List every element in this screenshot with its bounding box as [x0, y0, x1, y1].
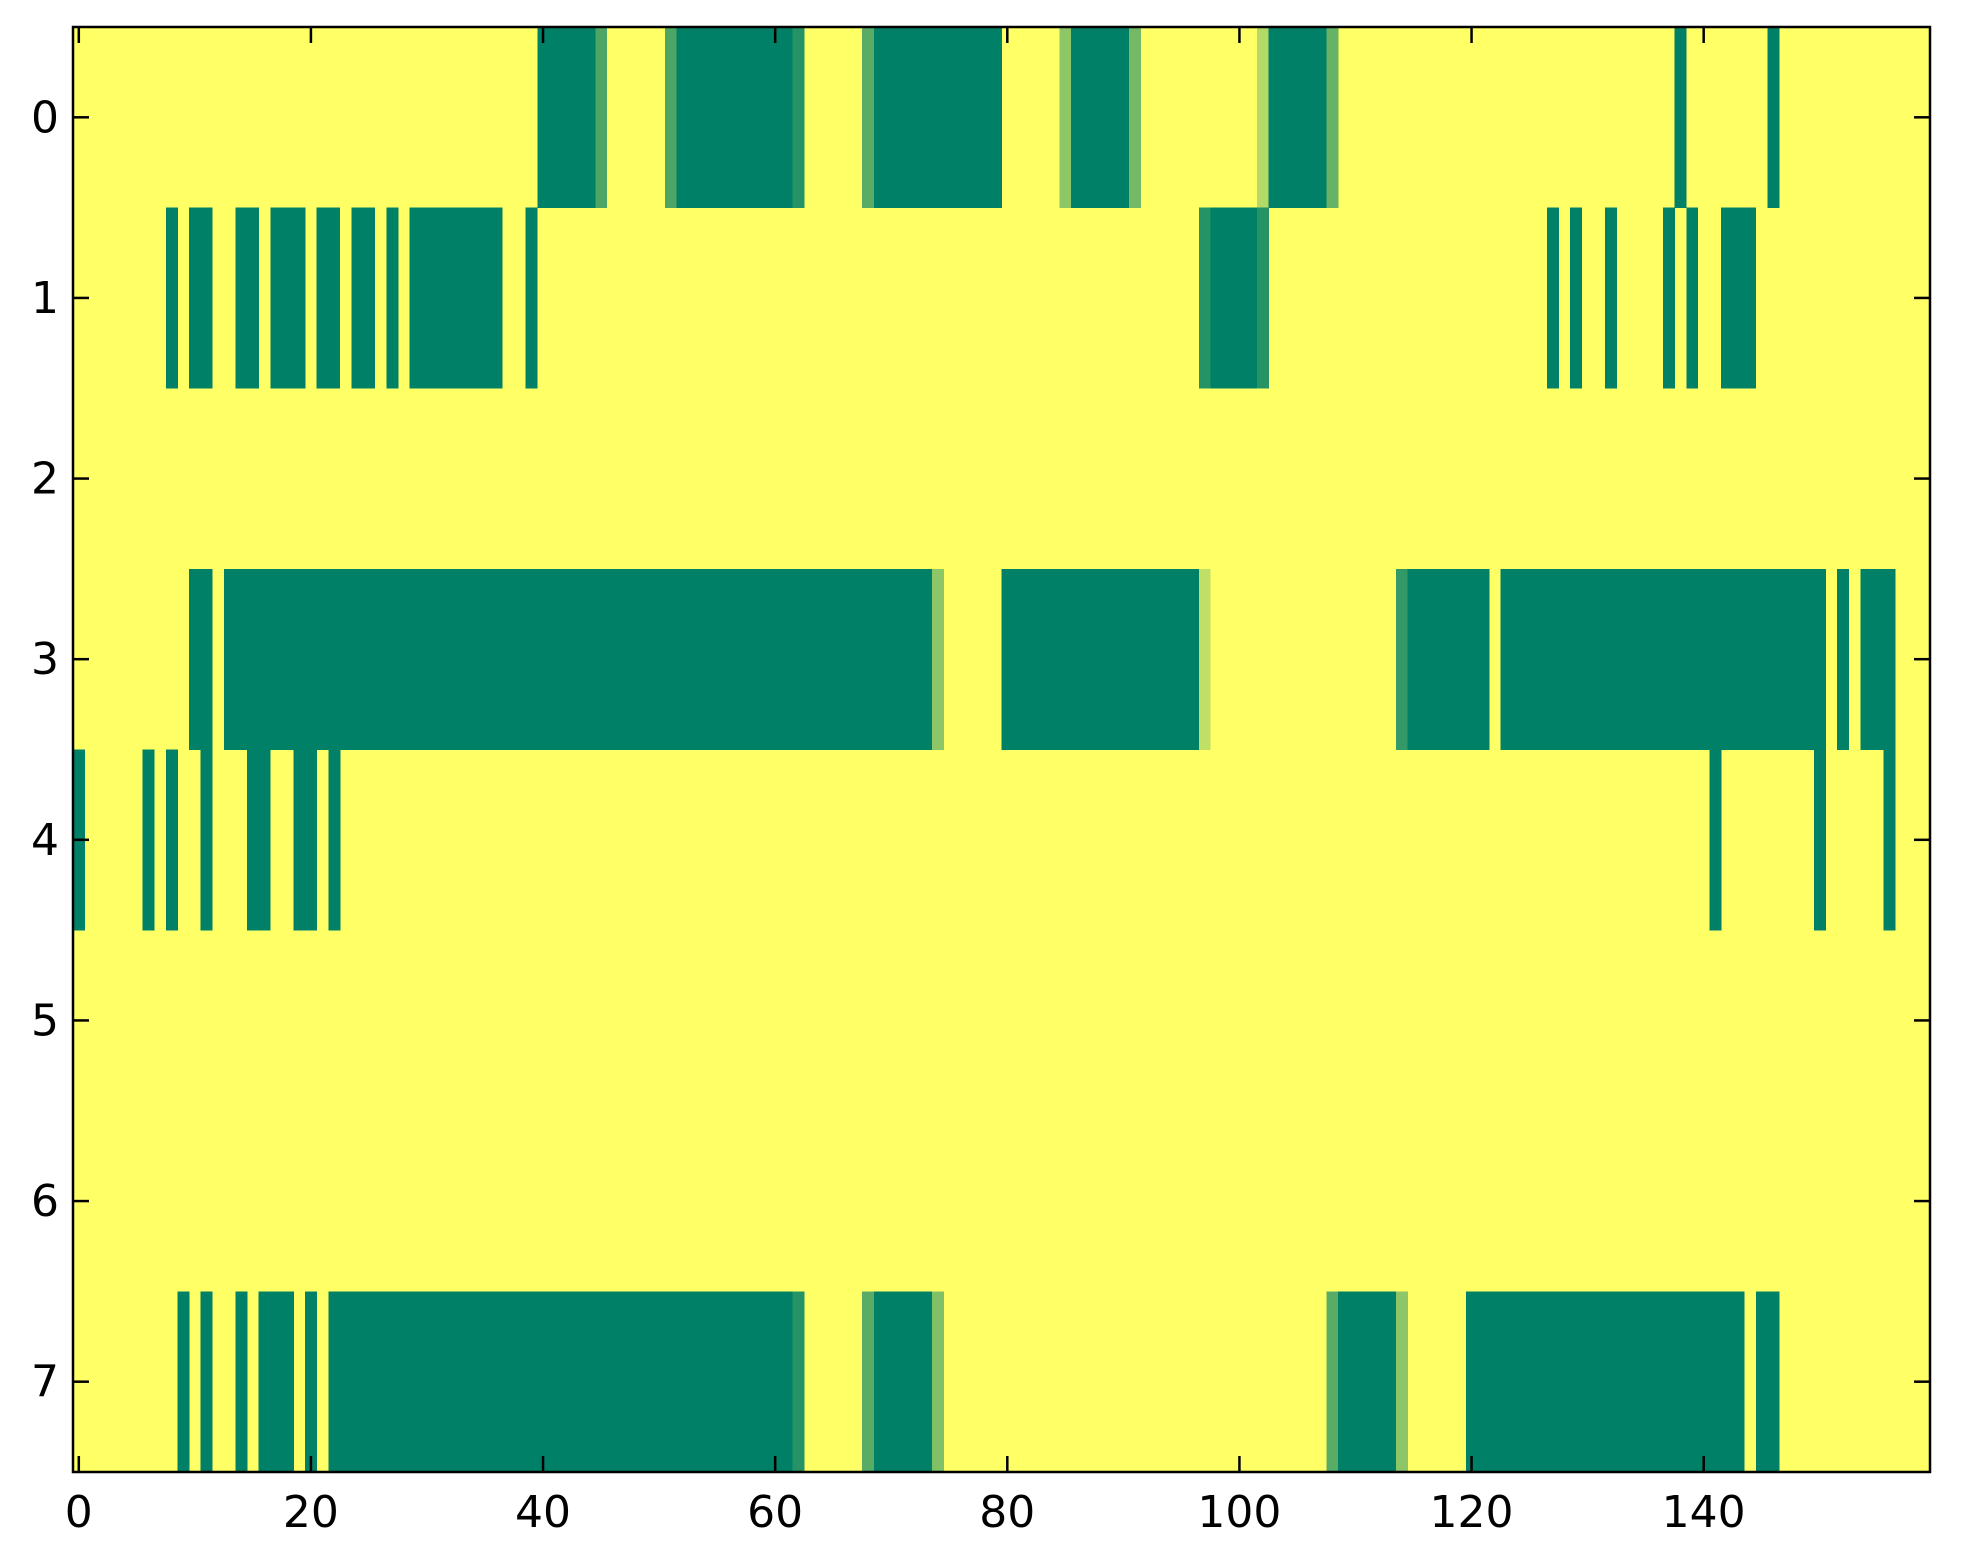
x-tick-label: 20: [283, 1487, 339, 1538]
heatmap-cell-row-3: [1500, 568, 1826, 750]
heatmap-cell-row-7: [235, 1291, 248, 1473]
heatmap-cell-row-1: [1198, 207, 1211, 389]
heatmap-cell-row-3: [1198, 568, 1211, 750]
plot-area: [73, 27, 1930, 1473]
heatmap-cell-row-0: [792, 27, 805, 208]
heatmap-cell-row-1: [351, 207, 376, 389]
x-tick-label: 60: [747, 1487, 803, 1538]
heatmap-cell-row-7: [862, 1291, 875, 1473]
heatmap-cell-row-0: [595, 27, 608, 208]
heatmap-cell-row-4: [165, 749, 178, 931]
heatmap-cell-row-7: [931, 1291, 944, 1473]
heatmap-cell-row-1: [1570, 207, 1583, 389]
heatmap-cell-row-7: [1326, 1291, 1339, 1473]
y-tick-label: 5: [31, 995, 59, 1046]
x-tick-label: 80: [979, 1487, 1035, 1538]
heatmap-cell-row-3: [931, 568, 944, 750]
plot-frame: [71, 25, 1932, 1474]
heatmap-cell-row-0: [1767, 27, 1780, 208]
heatmap-cell-row-7: [792, 1291, 805, 1473]
y-tick-label: 7: [31, 1357, 59, 1408]
heatmap-cell-row-1: [409, 207, 503, 389]
y-tick-label: 6: [31, 1176, 59, 1227]
heatmap-cell-row-7: [305, 1291, 318, 1473]
heatmap-cell-row-1: [1663, 207, 1675, 389]
heatmap-cell-row-0: [1256, 27, 1269, 208]
x-tick-label: 0: [65, 1487, 93, 1538]
heatmap-cell-row-4: [142, 749, 155, 931]
heatmap-cell-row-4: [200, 749, 213, 931]
heatmap-cell-row-7: [1755, 1291, 1780, 1473]
y-tick-label: 0: [31, 92, 59, 143]
heatmap-cell-row-3: [1396, 568, 1409, 750]
heatmap-cell-row-7: [873, 1291, 933, 1473]
heatmap-cell-row-3: [1001, 568, 1200, 750]
heatmap-cell-row-1: [1256, 207, 1269, 389]
heatmap-cell-row-1: [189, 207, 213, 389]
heatmap-cell-row-7: [1338, 1291, 1397, 1473]
heatmap-cell-row-3: [1860, 568, 1896, 750]
y-tick-label: 1: [31, 273, 59, 324]
y-tick-label: 2: [31, 454, 59, 505]
heatmap-cell-row-0: [1674, 27, 1687, 208]
heatmap-cell-row-7: [200, 1291, 213, 1473]
x-tick-label: 120: [1430, 1487, 1514, 1538]
heatmap-cell-row-4: [1883, 749, 1896, 931]
heatmap-cell-row-7: [258, 1291, 294, 1473]
heatmap-cell-row-4: [1709, 749, 1722, 931]
heatmap-cell-row-4: [328, 749, 341, 931]
heatmap-cell-row-1: [316, 207, 341, 389]
heatmap-cell-row-1: [386, 207, 399, 389]
x-axis-tick-labels: 0 20 40 60 80 100 120 140: [65, 1487, 1746, 1538]
heatmap-cell-row-1: [1686, 207, 1699, 389]
heatmap-cells: [73, 27, 1896, 1473]
heatmap-cell-row-0: [862, 27, 875, 208]
axis-ticks: [73, 27, 1930, 1472]
heatmap-cell-row-0: [664, 27, 677, 208]
x-tick-label: 100: [1197, 1487, 1281, 1538]
heatmap-cell-row-1: [270, 207, 306, 389]
heatmap-cell-row-4: [1813, 749, 1826, 931]
heatmap-cell-row-7: [1396, 1291, 1409, 1473]
heatmap-cell-row-0: [1129, 27, 1142, 208]
heatmap-cell-row-7: [177, 1291, 190, 1473]
x-tick-label: 140: [1662, 1487, 1746, 1538]
heatmap-cell-row-4: [247, 749, 271, 931]
heatmap-cell-row-4: [293, 749, 318, 931]
heatmap-cell-row-0: [1326, 27, 1339, 208]
heatmap-cell-row-1: [235, 207, 259, 389]
heatmap-cell-row-1: [165, 207, 178, 389]
heatmap-cell-row-7: [1465, 1291, 1745, 1473]
y-tick-label: 4: [31, 815, 59, 866]
heatmap-cell-row-1: [525, 207, 538, 389]
heatmap-cell-row-0: [676, 27, 793, 208]
heatmap-cell-row-3: [189, 568, 213, 750]
heatmap-cell-row-1: [1721, 207, 1757, 389]
heatmap-cell-row-1: [1210, 207, 1258, 389]
heatmap-cell-row-7: [328, 1291, 793, 1473]
heatmap-cell-row-0: [1059, 27, 1072, 208]
heatmap-cell-row-0: [537, 27, 596, 208]
heatmap-cell-row-0: [1071, 27, 1130, 208]
y-tick-label: 3: [31, 634, 59, 685]
heatmap-cell-row-0: [1268, 27, 1327, 208]
y-axis-tick-labels: 0 1 2 3 4 5 6 7: [31, 92, 59, 1407]
heatmap-cell-row-1: [1605, 207, 1617, 389]
heatmap-cell-row-3: [1407, 568, 1490, 750]
heatmap-cell-row-1: [1546, 207, 1559, 389]
x-tick-label: 40: [515, 1487, 571, 1538]
heatmap-cell-row-3: [1837, 568, 1850, 750]
heatmap-cell-row-0: [873, 27, 1002, 208]
heatmap-cell-row-3: [223, 568, 933, 750]
